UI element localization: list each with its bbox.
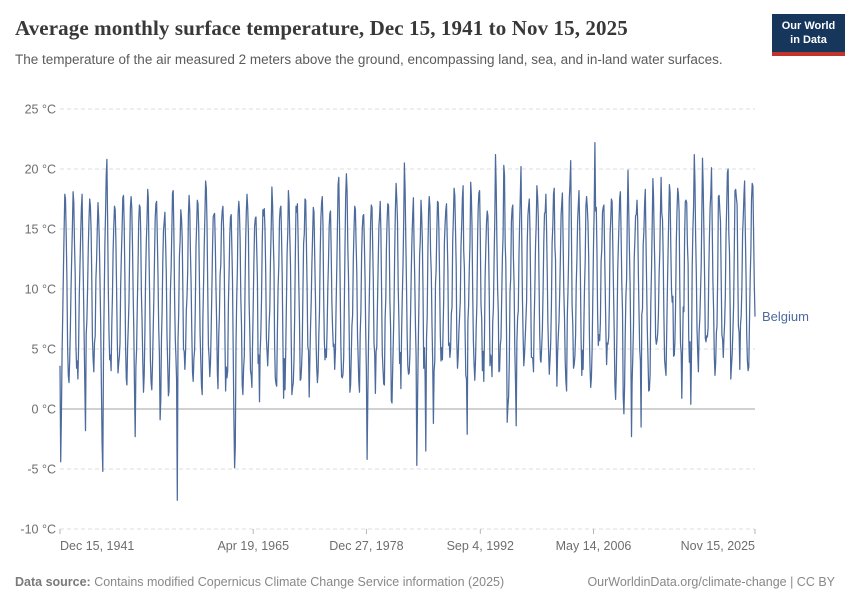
x-axis-label: Dec 27, 1978 (329, 539, 403, 553)
owid-logo-line2: in Data (790, 34, 827, 47)
owid-logo-line1: Our World (781, 20, 836, 32)
owid-link[interactable]: OurWorldinData.org/climate-change | CC B… (587, 575, 835, 589)
data-source-note: Data source: Contains modified Copernicu… (15, 575, 504, 589)
x-axis-label: Dec 15, 1941 (60, 539, 134, 553)
x-axis-label: Apr 19, 1965 (217, 539, 289, 553)
owid-logo: Our World in Data (772, 14, 845, 56)
y-axis-label: 25 °C (25, 103, 56, 117)
y-axis-label: 0 °C (32, 403, 56, 417)
y-axis-label: -5 °C (27, 463, 56, 477)
belgium-temperature-line (59, 141, 756, 501)
owid-logo-accent-bar (772, 51, 845, 56)
y-axis-label: 15 °C (25, 223, 56, 237)
y-axis-label: 20 °C (25, 163, 56, 177)
y-axis-label: -10 °C (20, 523, 56, 537)
data-source-label: Data source: (15, 575, 91, 589)
data-source-text: Contains modified Copernicus Climate Cha… (90, 575, 505, 589)
chart-footer: Data source: Contains modified Copernicu… (15, 575, 835, 589)
page-title: Average monthly surface temperature, Dec… (15, 16, 628, 40)
x-axis-label: Nov 15, 2025 (681, 539, 755, 553)
y-axis-label: 5 °C (32, 343, 56, 357)
y-axis-label: 10 °C (25, 283, 56, 297)
x-axis-label: May 14, 2006 (556, 539, 632, 553)
owid-logo-box: Our World in Data (772, 14, 845, 52)
x-axis-label: Sep 4, 1992 (447, 539, 514, 553)
series-label-belgium: Belgium (762, 308, 809, 324)
chart-subtitle: The temperature of the air measured 2 me… (15, 52, 723, 67)
